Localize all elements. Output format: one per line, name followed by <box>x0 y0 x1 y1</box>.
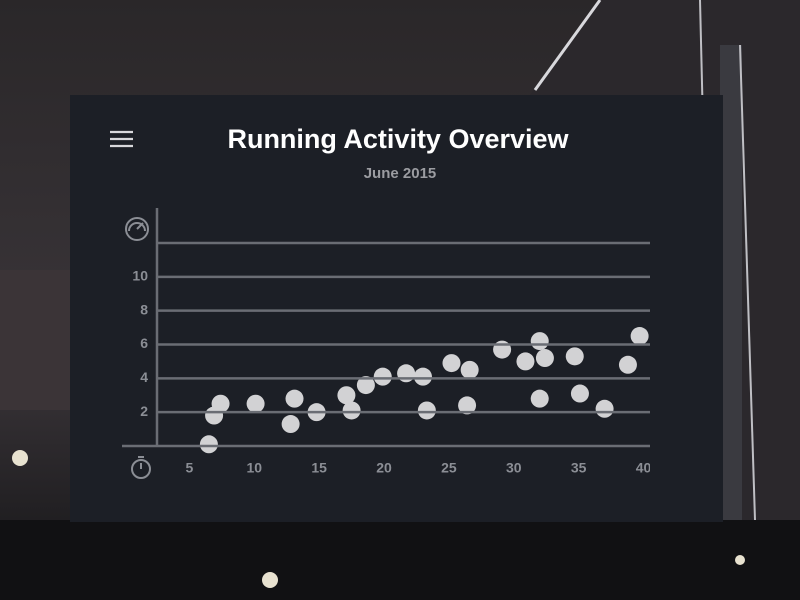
x-tick-label: 30 <box>506 460 522 476</box>
y-tick-label: 6 <box>140 335 148 351</box>
data-point <box>618 355 637 374</box>
data-point <box>211 394 230 413</box>
data-point <box>342 401 361 420</box>
x-tick-label: 20 <box>376 460 392 476</box>
data-point <box>530 389 549 408</box>
y-tick-label: 4 <box>140 369 148 385</box>
card <box>70 95 723 522</box>
chart-subtitle: June 2015 <box>364 165 437 182</box>
data-point <box>460 360 479 379</box>
data-point <box>595 399 614 418</box>
data-point <box>570 384 589 403</box>
data-point <box>458 396 477 415</box>
data-point <box>413 367 432 386</box>
data-point <box>442 354 461 373</box>
data-point <box>530 332 549 351</box>
data-point <box>630 327 649 346</box>
data-point <box>356 376 375 395</box>
data-point <box>246 394 265 413</box>
x-ticks: 5 10 15 20 25 30 35 40 <box>186 460 652 476</box>
data-point <box>535 349 554 368</box>
data-point <box>417 401 436 420</box>
data-point <box>565 347 584 366</box>
x-tick-label: 25 <box>441 460 457 476</box>
menu-icon[interactable] <box>110 130 133 148</box>
speed-icon <box>125 217 149 241</box>
data-point <box>337 386 356 405</box>
x-tick-label: 5 <box>186 460 194 476</box>
data-point <box>516 352 535 371</box>
x-tick-label: 40 <box>636 460 652 476</box>
x-tick-label: 10 <box>247 460 263 476</box>
x-tick-label: 15 <box>311 460 327 476</box>
x-tick-label: 35 <box>571 460 587 476</box>
data-point <box>281 415 300 434</box>
y-tick-label: 2 <box>140 403 148 419</box>
stopwatch-icon <box>131 456 151 479</box>
data-point <box>199 435 218 454</box>
data-point <box>373 367 392 386</box>
chart-title: Running Activity Overview <box>227 124 569 154</box>
y-tick-label: 8 <box>140 301 148 317</box>
data-point <box>285 389 304 408</box>
y-tick-label: 10 <box>132 268 148 284</box>
